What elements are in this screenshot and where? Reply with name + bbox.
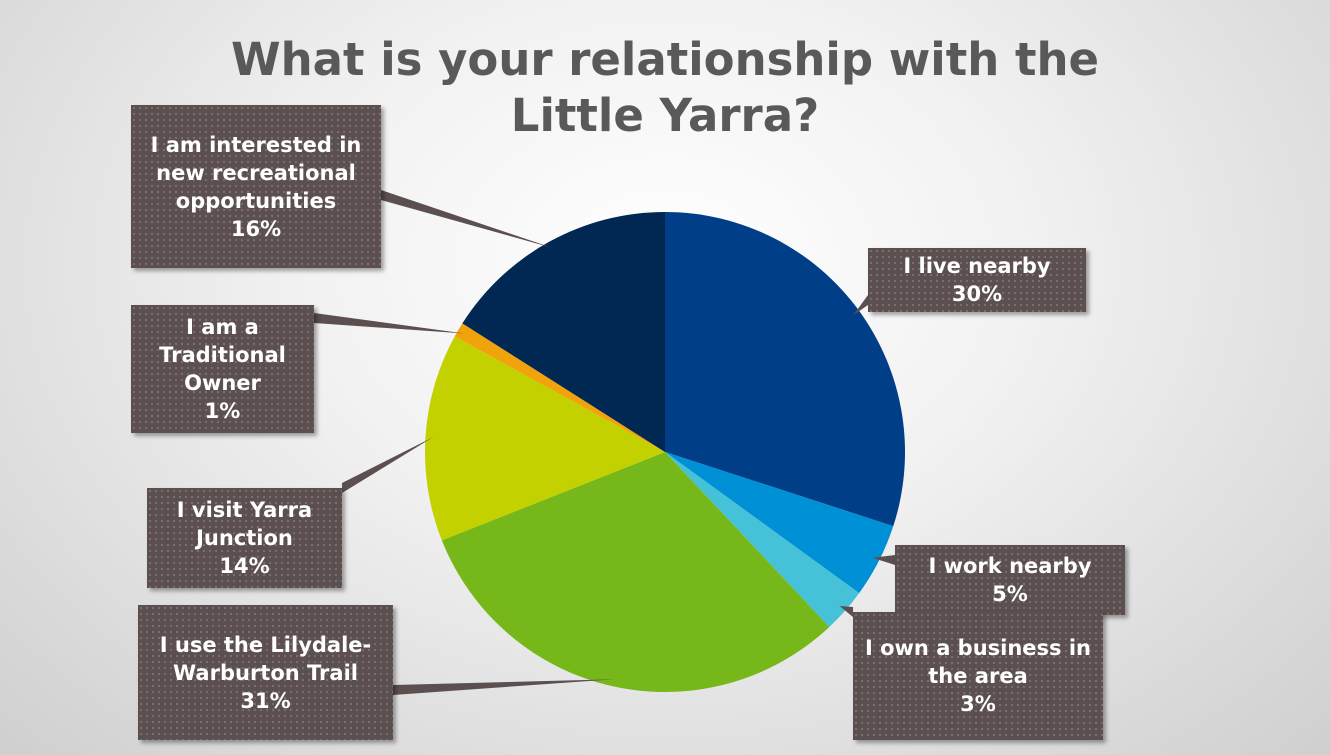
leader-line: [872, 555, 895, 565]
data-label: I am a Traditional Owner 1%: [131, 305, 314, 433]
label-value: 3%: [960, 692, 996, 716]
leader-lines: [314, 190, 895, 695]
data-label: I own a business in the area 3%: [853, 612, 1103, 740]
leader-line: [839, 605, 853, 617]
leader-line: [381, 190, 553, 248]
pie-slice: [462, 212, 665, 452]
label-category: I am a Traditional Owner: [159, 315, 286, 395]
label-category: I visit Yarra Junction: [176, 498, 313, 550]
leader-line: [314, 313, 465, 334]
pie-slice: [441, 452, 830, 693]
label-category: I live nearby: [903, 254, 1051, 278]
pie-slice: [665, 452, 894, 594]
data-label: I visit Yarra Junction 14%: [147, 488, 342, 588]
pie-slice: [665, 212, 905, 527]
label-category: I own a business in the area: [864, 636, 1092, 688]
label-value: 5%: [992, 582, 1028, 606]
label-category: I am interested in new recreational oppo…: [150, 132, 362, 213]
label-value: 1%: [204, 399, 241, 423]
label-value: 31%: [240, 688, 291, 713]
label-category: I work nearby: [928, 554, 1092, 578]
leader-line: [853, 295, 868, 316]
pie-slice: [665, 452, 860, 627]
pie-slice: [454, 323, 665, 452]
data-label: I use the Lilydale-Warburton Trail 31%: [138, 605, 393, 740]
data-label: I live nearby 30%: [868, 248, 1086, 312]
chart-title: What is your relationship with the Littl…: [230, 33, 1100, 142]
leader-line: [342, 437, 433, 493]
label-category: I use the Lilydale-Warburton Trail: [159, 632, 372, 685]
pie-slice: [425, 336, 665, 541]
data-label: I am interested in new recreational oppo…: [131, 105, 381, 268]
label-value: 14%: [219, 554, 270, 578]
label-value: 16%: [230, 216, 282, 241]
data-label: I work nearby 5%: [895, 545, 1125, 615]
leader-line: [393, 679, 615, 695]
label-value: 30%: [951, 282, 1003, 306]
